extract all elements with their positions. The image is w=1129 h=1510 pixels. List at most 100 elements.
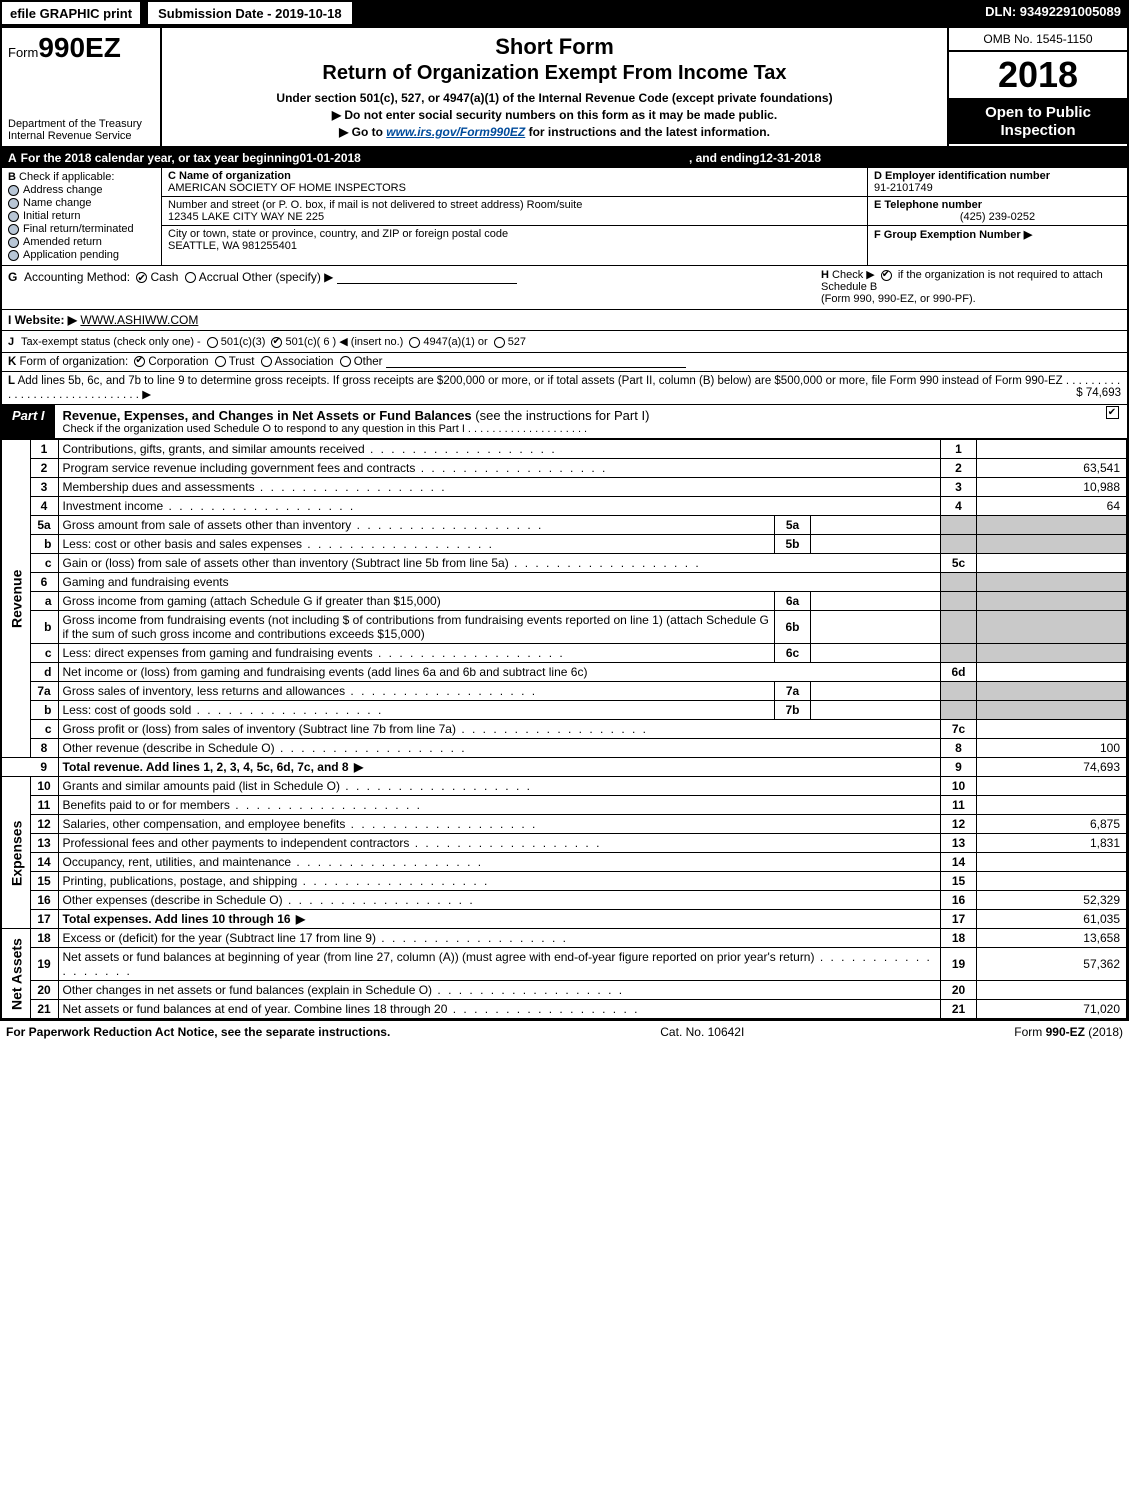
subtitle-1: Under section 501(c), 527, or 4947(a)(1)… [170,91,939,105]
l1-amt [977,440,1127,459]
l10-col: 10 [941,777,977,796]
l3-amt: 10,988 [977,478,1127,497]
chk-address-change[interactable]: Address change [8,184,155,196]
l13-desc: Professional fees and other payments to … [58,834,941,853]
l14-amt [977,853,1127,872]
l19-amt: 57,362 [977,948,1127,981]
col-b-label: B [8,171,16,183]
row-j: J Tax-exempt status (check only one) - 5… [2,331,1127,353]
l6a-iv [811,592,941,611]
l20-desc: Other changes in net assets or fund bala… [58,981,941,1000]
chk-initial-return[interactable]: Initial return [8,210,155,222]
l19-desc: Net assets or fund balances at beginning… [58,948,941,981]
radio-association[interactable] [261,356,272,367]
l6-num: 6 [30,573,58,592]
line-16: 16 Other expenses (describe in Schedule … [2,891,1127,910]
l7c-desc: Gross profit or (loss) from sales of inv… [58,720,941,739]
chk-amended-return[interactable]: Amended return [8,236,155,248]
l13-col: 13 [941,834,977,853]
c-city-row: City or town, state or province, country… [162,226,867,254]
l5b-col [941,535,977,554]
chk-final-return[interactable]: Final return/terminated [8,223,155,235]
side-blank [2,758,30,777]
l14-num: 14 [30,853,58,872]
i-website[interactable]: WWW.ASHIWW.COM [80,313,198,327]
line-12: 12 Salaries, other compensation, and emp… [2,815,1127,834]
l5a-col [941,516,977,535]
f-label: F Group Exemption Number ▶ [874,228,1121,241]
line-19: 19 Net assets or fund balances at beginn… [2,948,1127,981]
part1-check[interactable] [1097,405,1127,438]
line-13: 13 Professional fees and other payments … [2,834,1127,853]
form-prefix: Form [8,45,38,60]
l6c-amt [977,644,1127,663]
l15-num: 15 [30,872,58,891]
form-990ez: Form990EZ Department of the Treasury Int… [0,26,1129,1021]
submission-date-button[interactable]: Submission Date - 2019-10-18 [146,0,354,26]
line-21: 21 Net assets or fund balances at end of… [2,1000,1127,1019]
h-lead: H [821,269,829,281]
radio-trust[interactable] [215,356,226,367]
k-other-field[interactable] [386,356,686,368]
l20-amt [977,981,1127,1000]
row-k: K Form of organization: Corporation Trus… [2,353,1127,372]
opt-application-pending: Application pending [23,249,119,261]
l12-num: 12 [30,815,58,834]
l7b-il: 7b [775,701,811,720]
part1-title-block: Revenue, Expenses, and Changes in Net As… [55,405,1097,438]
l17-col: 17 [941,910,977,929]
opt-name-change: Name change [23,197,92,209]
l16-desc: Other expenses (describe in Schedule O) [58,891,941,910]
footer-right-pre: Form [1014,1025,1045,1039]
k-o2: Trust [229,356,255,368]
radio-527[interactable] [494,337,505,348]
l16-num: 16 [30,891,58,910]
l4-desc: Investment income [58,497,941,516]
l17-desc: Total expenses. Add lines 10 through 16 [58,910,941,929]
l18-col: 18 [941,929,977,948]
i-lead: I Website: ▶ [8,313,77,327]
efile-print-button[interactable]: efile GRAPHIC print [0,0,142,26]
g-accrual: Accrual [199,270,239,284]
radio-other[interactable] [340,356,351,367]
l9-col: 9 [941,758,977,777]
row-h: H Check ▶ if the organization is not req… [821,268,1121,305]
line-2: 2 Program service revenue including gove… [2,459,1127,478]
col-b: B Check if applicable: Address change Na… [2,168,162,265]
section-bcdef: B Check if applicable: Address change Na… [2,168,1127,266]
radio-accrual[interactable] [185,272,196,283]
row-a-label: A [8,151,17,165]
l10-num: 10 [30,777,58,796]
row-a-begin: 01-01-2018 [299,151,360,165]
dept-line1: Department of the Treasury [8,118,154,130]
radio-4947[interactable] [409,337,420,348]
l6d-num: d [30,663,58,682]
e-label: E Telephone number [874,199,1121,211]
side-netassets: Net Assets [2,929,30,1019]
radio-icon [8,211,19,222]
irs-link[interactable]: www.irs.gov/Form990EZ [386,125,525,139]
g-cash: Cash [150,270,178,284]
f-row: F Group Exemption Number ▶ [868,226,1127,243]
l6-col [941,573,977,592]
form-number: 990EZ [38,32,121,63]
l7c-num: c [30,720,58,739]
form-header: Form990EZ Department of the Treasury Int… [2,28,1127,148]
l5b-il: 5b [775,535,811,554]
line-6c: c Less: direct expenses from gaming and … [2,644,1127,663]
l6a-amt [977,592,1127,611]
chk-application-pending[interactable]: Application pending [8,249,155,261]
g-other-field[interactable] [337,272,517,284]
l6b-num: b [30,611,58,644]
h-checkbox[interactable] [881,270,892,281]
radio-corporation[interactable] [134,356,145,367]
l11-col: 11 [941,796,977,815]
l21-col: 21 [941,1000,977,1019]
radio-icon [8,224,19,235]
radio-501c[interactable] [271,337,282,348]
h-text3: (Form 990, 990-EZ, or 990-PF). [821,293,976,305]
chk-name-change[interactable]: Name change [8,197,155,209]
radio-cash[interactable] [136,272,147,283]
radio-501c3[interactable] [207,337,218,348]
l21-num: 21 [30,1000,58,1019]
